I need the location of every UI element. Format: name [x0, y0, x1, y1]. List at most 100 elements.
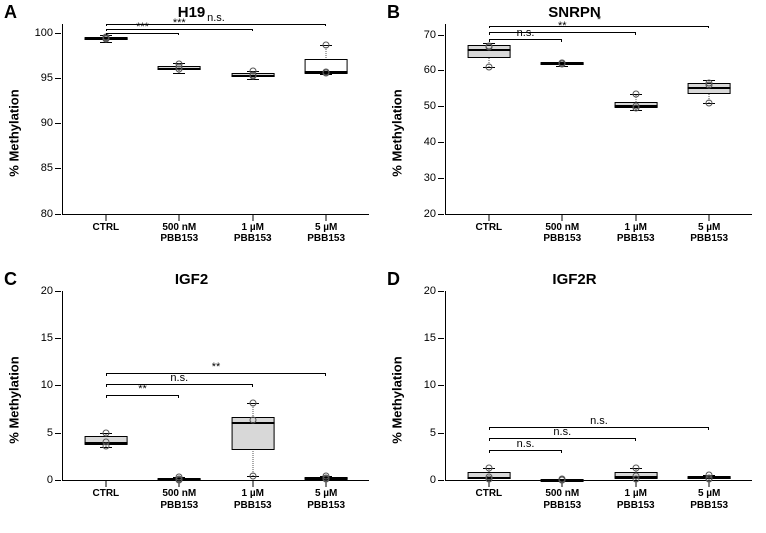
significance-bracket [489, 427, 709, 430]
data-point [485, 464, 492, 471]
x-tick-label: 5 µM PBB153 [690, 222, 728, 245]
data-point [632, 464, 639, 471]
data-point [102, 439, 109, 446]
significance-bracket [489, 438, 636, 441]
x-tick [709, 215, 710, 221]
panel-B: BSNRPN203040506070CTRL500 nM PBB1531 µM … [383, 0, 766, 267]
y-tick-label: 80 [41, 208, 53, 220]
panel-title-B: SNRPN [383, 4, 766, 21]
x-tick-label: 500 nM PBB153 [543, 222, 581, 245]
x-tick-label: 500 nM PBB153 [543, 488, 581, 511]
x-tick [252, 215, 253, 221]
x-tick-label: CTRL [92, 222, 119, 234]
y-tick [55, 214, 61, 215]
y-tick [55, 338, 61, 339]
significance-label: *** [173, 17, 186, 29]
data-point [176, 474, 183, 481]
significance-label: n.s. [207, 12, 225, 24]
y-tick [438, 433, 444, 434]
data-point [706, 81, 713, 88]
significance-label: ** [212, 361, 221, 373]
data-point [249, 400, 256, 407]
y-tick-label: 70 [424, 29, 436, 41]
panel-D: DIGF2R05101520CTRL500 nM PBB1531 µM PBB1… [383, 267, 766, 533]
data-point [249, 417, 256, 424]
y-tick-label: 60 [424, 64, 436, 76]
data-point [485, 474, 492, 481]
x-tick-label: 1 µM PBB153 [234, 488, 272, 511]
x-tick-label: 5 µM PBB153 [690, 488, 728, 511]
y-tick-label: 85 [41, 162, 53, 174]
y-tick-label: 20 [424, 208, 436, 220]
y-tick [438, 214, 444, 215]
y-tick [55, 123, 61, 124]
y-tick-label: 95 [41, 72, 53, 84]
whisker-cap [173, 73, 185, 74]
x-tick-label: 5 µM PBB153 [307, 222, 345, 245]
panel-title-D: IGF2R [383, 271, 766, 288]
y-tick-label: 30 [424, 172, 436, 184]
significance-bracket [106, 29, 253, 31]
y-tick-label: 5 [430, 427, 436, 439]
significance-label: * [597, 14, 601, 26]
x-tick [105, 481, 106, 487]
plot-area-C: 05101520CTRL500 nM PBB1531 µM PBB1535 µM… [62, 291, 369, 482]
data-point [102, 429, 109, 436]
x-tick-label: 500 nM PBB153 [160, 488, 198, 511]
x-tick [635, 215, 636, 221]
y-axis-label: % Methylation [7, 356, 22, 443]
data-point [323, 68, 330, 75]
x-tick-label: 1 µM PBB153 [617, 222, 655, 245]
x-tick-label: CTRL [92, 488, 119, 500]
x-tick [326, 215, 327, 221]
significance-bracket [106, 373, 326, 376]
significance-bracket [106, 395, 179, 398]
y-tick-label: 0 [47, 474, 53, 486]
y-axis-label: % Methylation [390, 90, 405, 177]
y-tick-label: 20 [424, 285, 436, 297]
data-point [249, 473, 256, 480]
y-tick [55, 433, 61, 434]
x-tick [562, 215, 563, 221]
x-tick-label: 5 µM PBB153 [307, 488, 345, 511]
panel-C: CIGF205101520CTRL500 nM PBB1531 µM PBB15… [0, 267, 383, 533]
y-tick [438, 178, 444, 179]
data-point [176, 64, 183, 71]
data-point [323, 473, 330, 480]
y-tick-label: 0 [430, 474, 436, 486]
y-tick-label: 90 [41, 117, 53, 129]
data-point [632, 473, 639, 480]
data-point [559, 59, 566, 66]
y-tick-label: 15 [424, 332, 436, 344]
significance-label: *** [136, 21, 149, 33]
figure-grid: AH1980859095100CTRL500 nM PBB1531 µM PBB… [0, 0, 766, 533]
y-tick [438, 70, 444, 71]
y-tick-label: 50 [424, 100, 436, 112]
significance-label: n.s. [590, 415, 608, 427]
y-tick [438, 480, 444, 481]
significance-bracket [106, 24, 326, 26]
data-point [632, 90, 639, 97]
y-tick [438, 385, 444, 386]
y-tick [55, 291, 61, 292]
panel-title-A: H19 [0, 4, 383, 21]
significance-bracket [489, 26, 709, 29]
y-tick-label: 10 [41, 379, 53, 391]
y-tick [438, 142, 444, 143]
significance-bracket [106, 384, 253, 387]
data-point [706, 99, 713, 106]
significance-bracket [106, 33, 179, 35]
x-tick-label: 1 µM PBB153 [617, 488, 655, 511]
x-tick-label: CTRL [475, 222, 502, 234]
y-tick [438, 338, 444, 339]
data-point [323, 41, 330, 48]
data-point [632, 103, 639, 110]
y-tick-label: 15 [41, 332, 53, 344]
y-tick-label: 10 [424, 379, 436, 391]
y-tick [438, 291, 444, 292]
panel-A: AH1980859095100CTRL500 nM PBB1531 µM PBB… [0, 0, 383, 267]
data-point [249, 72, 256, 79]
panel-title-C: IGF2 [0, 271, 383, 288]
y-tick-label: 20 [41, 285, 53, 297]
y-tick-label: 40 [424, 136, 436, 148]
